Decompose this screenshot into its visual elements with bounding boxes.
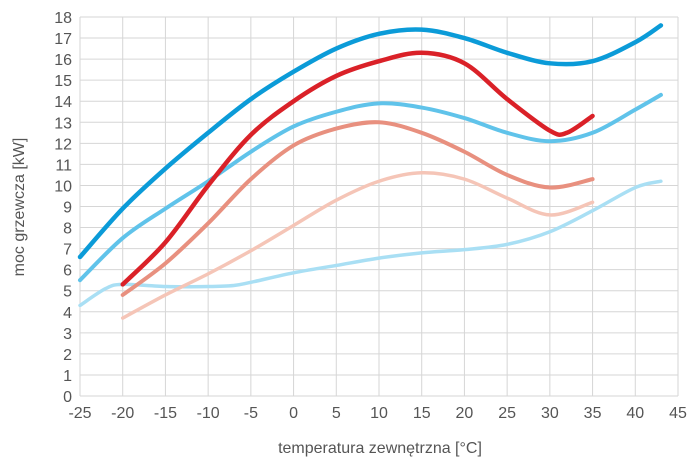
- x-tick-label: 0: [289, 405, 298, 422]
- x-tick-label: -15: [154, 405, 177, 422]
- x-tick-label: 15: [413, 405, 431, 422]
- y-tick-label: 17: [54, 31, 72, 48]
- y-tick-label: 0: [63, 389, 72, 406]
- series-line-4: [123, 53, 593, 285]
- y-tick-label: 11: [55, 157, 72, 174]
- y-tick-label: 14: [54, 94, 72, 111]
- y-axis-label: moc grzewcza [kW]: [11, 138, 28, 277]
- x-tick-label: 30: [541, 405, 559, 422]
- y-tick-label: 8: [63, 221, 72, 238]
- x-tick-label: 35: [584, 405, 602, 422]
- y-tick-label: 5: [63, 284, 72, 301]
- x-tick-label: -20: [111, 405, 134, 422]
- x-tick-label: 20: [456, 405, 474, 422]
- series-lines: [80, 25, 661, 318]
- y-tick-label: 9: [63, 200, 72, 217]
- y-tick-label: 13: [54, 115, 72, 132]
- x-tick-label: -10: [197, 405, 220, 422]
- series-line-6: [123, 173, 593, 318]
- x-tick-label: 40: [626, 405, 644, 422]
- y-tick-label: 18: [54, 10, 72, 27]
- x-tick-label: 10: [370, 405, 388, 422]
- x-tick-label: 25: [498, 405, 516, 422]
- y-tick-label: 15: [54, 73, 72, 90]
- y-tick-label: 3: [63, 326, 72, 343]
- y-tick-label: 12: [54, 136, 72, 153]
- y-tick-label: 1: [63, 368, 72, 385]
- x-tick-label: 45: [669, 405, 687, 422]
- x-tick-label: -25: [68, 405, 91, 422]
- y-tick-label: 6: [63, 263, 72, 280]
- y-tick-label: 16: [54, 52, 72, 69]
- y-tick-label: 2: [63, 347, 72, 364]
- x-tick-label: 5: [332, 405, 341, 422]
- y-tick-label: 4: [63, 305, 72, 322]
- x-tick-label: -5: [244, 405, 258, 422]
- y-tick-label: 7: [63, 242, 72, 259]
- y-tick-label: 10: [54, 178, 72, 195]
- x-axis-label: temperatura zewnętrzna [°C]: [278, 440, 482, 457]
